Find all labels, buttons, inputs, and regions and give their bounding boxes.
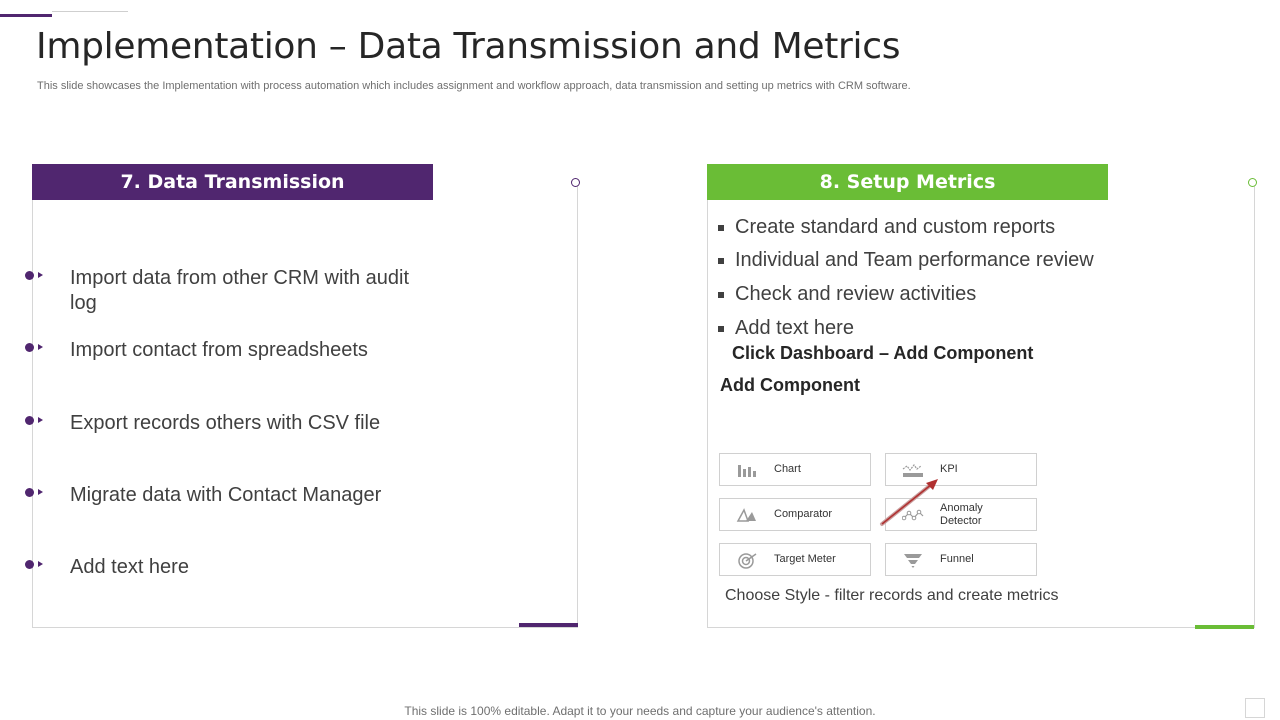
bullet-marker-icon xyxy=(24,266,70,286)
bullet-marker-icon xyxy=(24,483,70,503)
slide-subtitle: This slide showcases the Implementation … xyxy=(37,80,911,92)
panel-circle-marker-left xyxy=(571,178,580,187)
square-bullet-icon xyxy=(718,224,724,231)
metrics-item: Add text here xyxy=(718,317,854,340)
bullet-marker-icon xyxy=(24,338,70,358)
transmission-item-text: Migrate data with Contact Manager xyxy=(70,484,382,506)
component-label: KPI xyxy=(940,463,958,475)
panel-corner-accent-right xyxy=(1195,625,1254,629)
transmission-item: Migrate data with Contact Manager xyxy=(24,483,440,508)
metrics-item: Create standard and custom reports xyxy=(718,216,1055,239)
component-caption: Choose Style - filter records and create… xyxy=(725,587,1059,604)
component-label: Chart xyxy=(774,463,801,475)
bar-chart-icon xyxy=(738,465,756,477)
data-transmission-panel xyxy=(32,180,578,628)
transmission-item-text: Export records others with CSV file xyxy=(70,412,381,434)
component-chart-tile[interactable]: Chart xyxy=(719,453,871,486)
metrics-item-text: Individual and Team performance review xyxy=(735,249,1094,271)
target-meter-icon xyxy=(738,553,757,569)
square-bullet-icon xyxy=(718,291,724,298)
metrics-item-text: Create standard and custom reports xyxy=(735,216,1056,238)
anomaly-icon xyxy=(902,509,924,521)
add-component-heading: Add Component xyxy=(720,375,860,395)
top-divider-line xyxy=(52,11,128,12)
component-kpi-tile[interactable]: KPI xyxy=(885,453,1037,486)
panel-corner-accent-left xyxy=(519,623,578,627)
bullet-marker-icon xyxy=(24,411,70,431)
dashboard-instruction: Click Dashboard – Add Component xyxy=(732,343,1034,363)
pointer-arrow-icon xyxy=(880,479,938,526)
kpi-icon xyxy=(902,464,923,477)
transmission-item: Import contact from spreadsheets xyxy=(24,338,440,363)
transmission-item-text: Import data from other CRM with audit lo… xyxy=(70,267,410,314)
component-comparator-tile[interactable]: Comparator xyxy=(719,498,871,531)
component-target-meter-tile[interactable]: Target Meter xyxy=(719,543,871,576)
metrics-item-text: Add text here xyxy=(735,317,854,339)
square-bullet-icon xyxy=(718,257,724,264)
page-number-box xyxy=(1245,698,1265,718)
setup-metrics-header: 8. Setup Metrics xyxy=(707,164,1108,200)
metrics-item: Individual and Team performance review xyxy=(718,249,1094,272)
top-accent-bar xyxy=(0,14,52,17)
bullet-marker-icon xyxy=(24,555,70,575)
transmission-item: Add text here xyxy=(24,555,440,580)
transmission-item: Export records others with CSV file xyxy=(24,411,440,436)
data-transmission-header: 7. Data Transmission xyxy=(32,164,433,200)
panel-circle-marker-right xyxy=(1248,178,1257,187)
component-funnel-tile[interactable]: Funnel xyxy=(885,543,1037,576)
slide-title: Implementation – Data Transmission and M… xyxy=(36,26,901,67)
square-bullet-icon xyxy=(718,325,724,332)
component-label: Funnel xyxy=(940,553,974,565)
slide-footer-note: This slide is 100% editable. Adapt it to… xyxy=(404,704,876,718)
transmission-item: Import data from other CRM with audit lo… xyxy=(24,266,440,316)
metrics-item-text: Check and review activities xyxy=(735,283,977,305)
comparator-icon xyxy=(736,508,756,522)
component-label: Anomaly Detector xyxy=(940,501,983,527)
component-label: Comparator xyxy=(774,508,833,520)
funnel-icon xyxy=(904,554,922,568)
transmission-item-text: Add text here xyxy=(70,556,189,578)
metrics-item: Check and review activities xyxy=(718,283,976,306)
component-label: Target Meter xyxy=(774,553,836,565)
transmission-item-text: Import contact from spreadsheets xyxy=(70,339,368,361)
